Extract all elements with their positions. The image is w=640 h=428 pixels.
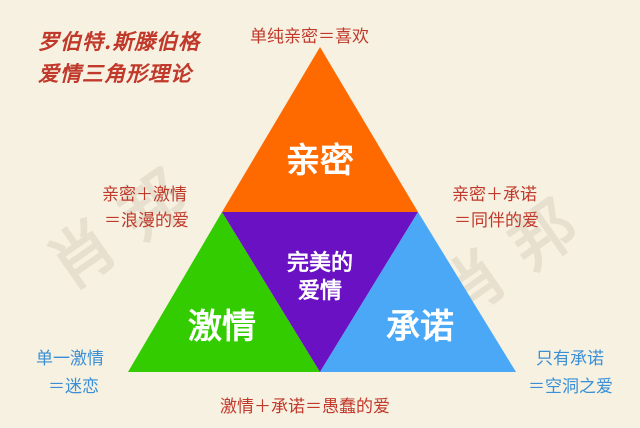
annotation-lower-left-2: ＝迷恋 bbox=[48, 377, 99, 397]
label-commitment: 承诺 bbox=[386, 307, 454, 347]
annotation-upper-right-2: ＝同伴的爱 bbox=[454, 211, 539, 231]
triangle-intimacy bbox=[222, 47, 418, 212]
title-line-2: 爱情三角形理论 bbox=[38, 61, 192, 86]
annotation-lower-left-1: 单一激情 bbox=[36, 349, 104, 369]
title-line-1: 罗伯特.斯滕伯格 bbox=[38, 29, 201, 54]
annotation-lower-right-1: 只有承诺 bbox=[536, 349, 604, 369]
label-perfect-love-1: 完美的 bbox=[287, 250, 353, 276]
label-passion: 激情 bbox=[188, 307, 256, 347]
annotation-lower-right-2: ＝空洞之爱 bbox=[528, 377, 613, 397]
annotation-upper-left-2: ＝浪漫的爱 bbox=[104, 211, 189, 231]
triangle-commitment bbox=[320, 212, 516, 372]
triangle-perfect-love bbox=[222, 212, 418, 372]
triangle-passion bbox=[128, 212, 320, 372]
annotation-top: 单纯亲密＝喜欢 bbox=[250, 27, 369, 47]
annotation-upper-right-1: 亲密＋承诺 bbox=[452, 185, 537, 205]
label-intimacy: 亲密 bbox=[286, 141, 354, 181]
annotation-upper-left-1: 亲密＋激情 bbox=[102, 185, 187, 205]
label-perfect-love-2: 爱情 bbox=[298, 278, 342, 304]
annotation-bottom: 激情＋承诺＝愚蠢的爱 bbox=[220, 397, 390, 417]
